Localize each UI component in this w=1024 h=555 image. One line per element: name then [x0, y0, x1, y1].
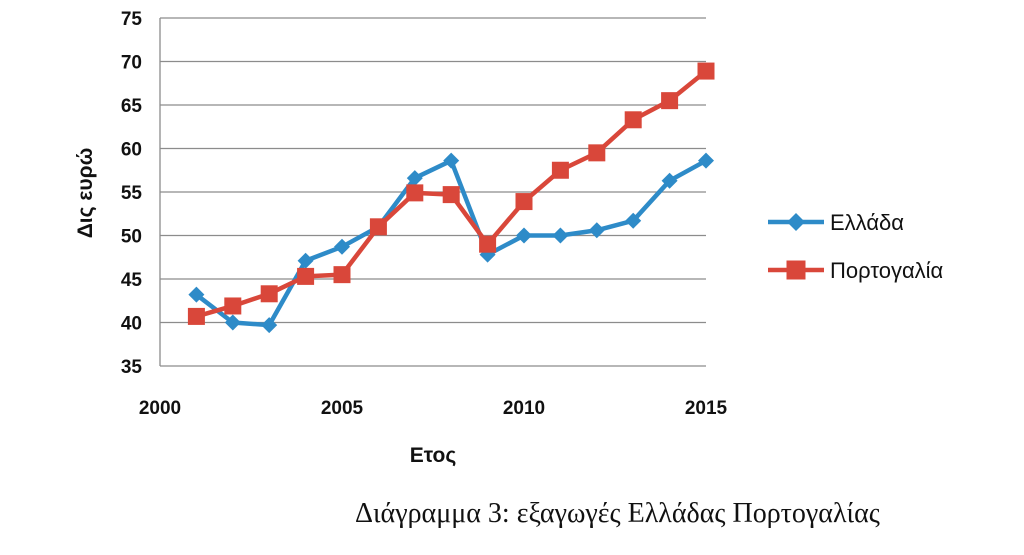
- legend: Ελλάδα Πορτογαλία: [768, 210, 944, 283]
- y-tick-label-40: 40: [121, 314, 142, 335]
- x-tick-label-2010: 2010: [503, 398, 545, 419]
- data-point-2-2003: [260, 285, 278, 303]
- data-point-2-2015: [697, 62, 715, 80]
- data-point-1-2003: [261, 317, 278, 334]
- data-point-1-2014: [661, 172, 678, 189]
- data-point-2-2008: [442, 186, 460, 204]
- data-point-1-2015: [698, 152, 714, 169]
- y-tick-label-50: 50: [121, 227, 142, 248]
- data-point-2-2004: [297, 267, 315, 285]
- data-point-1-2011: [552, 227, 569, 244]
- data-point-2-2014: [661, 92, 679, 110]
- data-point-1-2007: [406, 170, 423, 187]
- legend-label-2: Πορτογαλία: [830, 258, 944, 283]
- legend-marker-2: [786, 260, 806, 280]
- y-tick-label-45: 45: [121, 270, 143, 291]
- x-tick-label-2000: 2000: [139, 398, 181, 419]
- y-tick-label-65: 65: [121, 96, 143, 117]
- data-point-2-2001: [187, 307, 205, 325]
- data-point-2-2009: [479, 235, 497, 253]
- x-tick-labels: 2000 2005 2010 2015: [139, 398, 728, 419]
- data-point-2-2005: [333, 266, 351, 284]
- legend-label-1: Ελλάδα: [830, 210, 904, 235]
- y-tick-label-35: 35: [121, 357, 143, 378]
- data-point-1-2010: [516, 227, 532, 244]
- x-tick-label-2005: 2005: [321, 398, 364, 419]
- y-axis-title: Δις ευρώ: [74, 148, 97, 239]
- x-axis-title: Ετος: [410, 444, 457, 467]
- x-tick-label-2015: 2015: [685, 398, 728, 419]
- data-point-1-2001: [188, 286, 205, 303]
- figure-caption: Διάγραμμα 3: εξαγωγές Ελλάδας Πορτογαλία…: [355, 498, 880, 529]
- data-point-1-2012: [588, 222, 605, 239]
- y-tick-label-70: 70: [121, 53, 142, 74]
- data-point-1-2005: [334, 238, 350, 255]
- y-tick-labels: 35 40 45 50 55 60 65 70 75: [121, 9, 143, 378]
- series-1: [188, 152, 714, 334]
- data-point-2-2006: [369, 218, 387, 236]
- data-point-2-2010: [515, 193, 533, 211]
- y-tick-label-75: 75: [121, 9, 143, 30]
- data-point-2-2012: [588, 144, 606, 162]
- y-tick-label-55: 55: [121, 183, 143, 204]
- data-point-1-2002: [224, 314, 241, 331]
- data-point-1-2004: [297, 252, 314, 269]
- data-point-1-2008: [443, 152, 460, 169]
- line-chart: 35 40 45 50 55 60 65 70 75 2000 2005 2010 2015 Ελλά…: [74, 9, 944, 467]
- y-tick-label-60: 60: [121, 140, 142, 161]
- data-point-2-2002: [224, 297, 242, 315]
- data-point-2-2013: [624, 111, 642, 129]
- series-group: [187, 62, 715, 334]
- data-point-2-2011: [551, 161, 569, 179]
- data-point-2-2007: [406, 184, 424, 202]
- legend-marker-1: [787, 213, 805, 231]
- series-2: [187, 62, 715, 325]
- data-point-1-2013: [625, 212, 642, 229]
